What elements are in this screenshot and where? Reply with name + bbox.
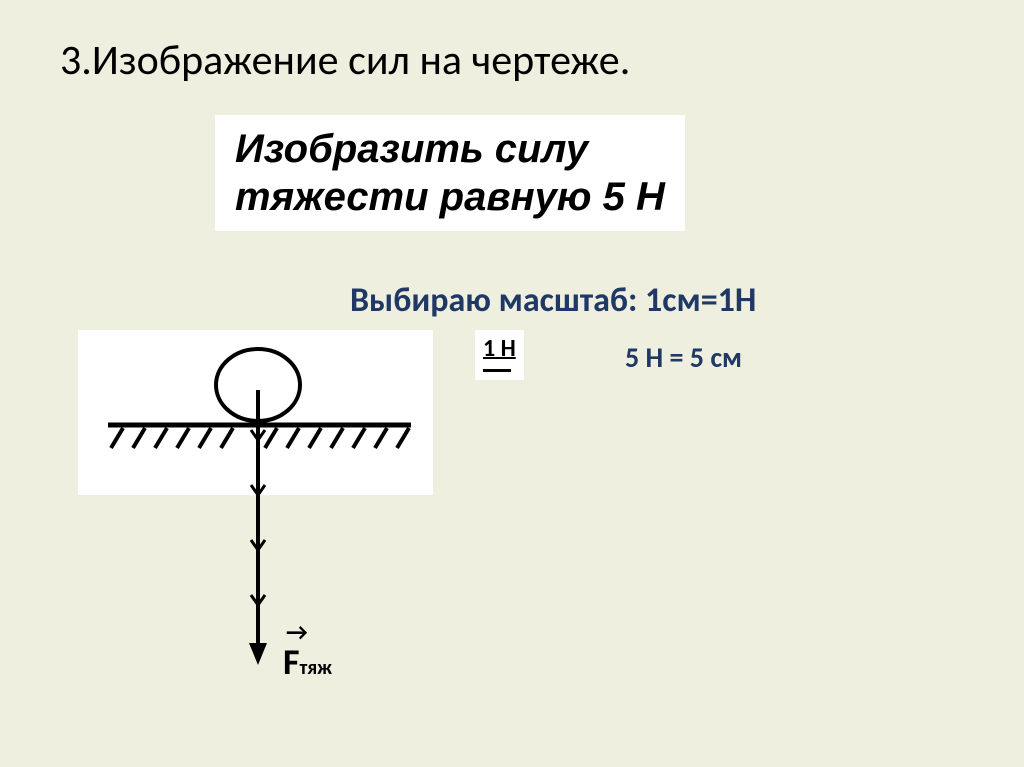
calculation: 5 Н = 5 см [625,340,742,375]
task-line2: тяжести равную 5 Н [235,173,665,221]
force-diagram [78,330,433,690]
page-title: 3.Изображение сил на чертеже. [60,35,630,86]
task-line1: Изобразить силу [235,125,665,173]
force-subscript: тяж [300,656,332,680]
scale-unit: 1 Н [483,334,516,363]
force-label: Fтяж [283,640,332,684]
scale-unit-box: 1 Н [475,330,524,380]
scale-underline [483,369,511,372]
force-symbol: F [283,640,300,684]
task-box: Изобразить силу тяжести равную 5 Н [215,115,685,231]
scale-label: Выбираю масштаб: 1см=1Н [350,280,756,321]
